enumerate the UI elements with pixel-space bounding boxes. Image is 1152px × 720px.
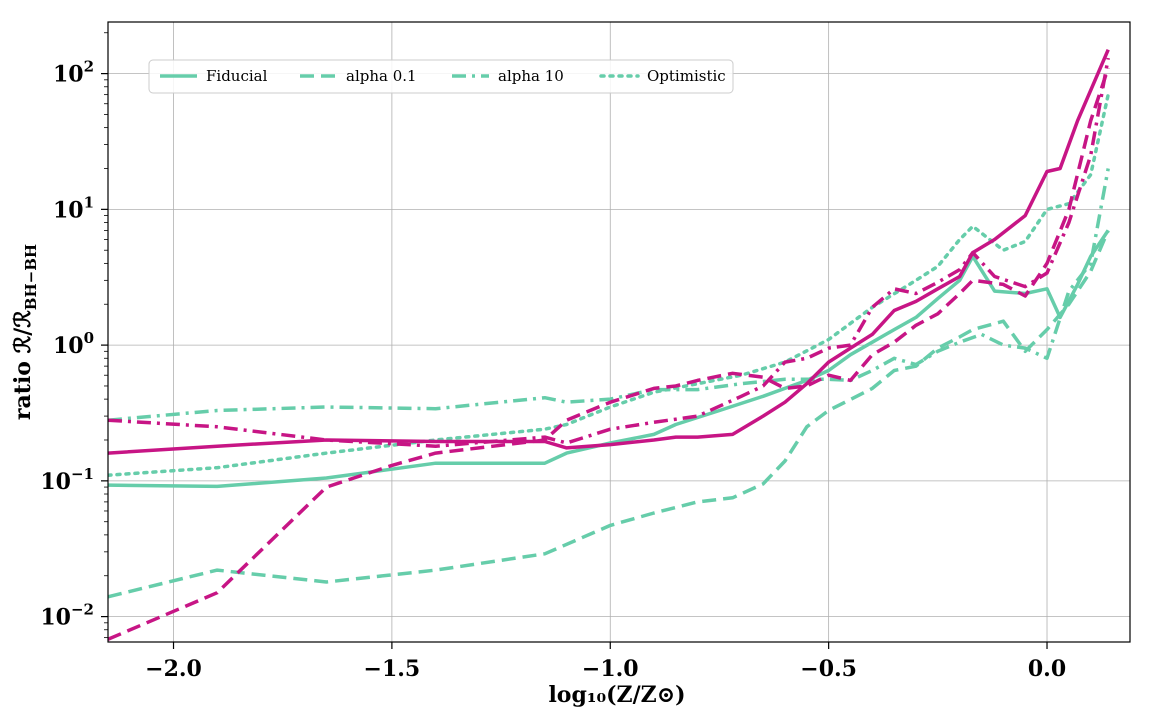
y-tick-label-exponent: −2	[71, 601, 94, 619]
series-line-teal-dotted	[108, 92, 1110, 477]
y-tick-label-base: 10	[53, 197, 84, 223]
y-tick-label: 10−2	[40, 601, 94, 631]
y-tick-label-exponent: 1	[84, 193, 94, 211]
legend-label: alpha 0.1	[346, 67, 417, 85]
legend: Fiducial alpha 0.1 alpha 10 Optimistic	[148, 59, 734, 94]
y-tick-label-base: 10	[53, 62, 84, 88]
y-tick-label: 102	[53, 58, 94, 88]
series-line-teal-solid	[108, 229, 1110, 489]
y-tick-label-exponent: 0	[84, 329, 94, 347]
series-line-teal-dashdot	[108, 168, 1110, 422]
series-line-magenta-solid	[108, 49, 1110, 455]
y-axis-title-subscript: BH−BH	[22, 244, 40, 310]
x-tick-label: 0.0	[1028, 656, 1066, 682]
plot-frame	[107, 21, 1131, 643]
y-minor-ticks	[104, 32, 108, 639]
y-tick-label: 100	[53, 329, 94, 359]
legend-label: alpha 10	[498, 67, 564, 85]
y-tick-label-base: 10	[40, 469, 71, 495]
y-tick-label-exponent: −1	[71, 465, 94, 483]
x-axis-title: log₁₀(Z/Z⊙)	[548, 682, 685, 708]
y-tick-label-base: 10	[40, 605, 71, 631]
y-tick-label: 10−1	[40, 465, 94, 495]
series-group	[108, 49, 1110, 641]
x-tick-label: −1.5	[364, 656, 421, 682]
y-axis-title: ratio ℛ/ℛBH−BH	[10, 244, 40, 420]
legend-label: Optimistic	[647, 67, 726, 85]
y-tick-label: 101	[53, 193, 94, 223]
series-layer	[108, 49, 1110, 641]
x-tick-label: −1.0	[582, 656, 639, 682]
y-axis-title-main: ratio ℛ/ℛ	[10, 310, 36, 420]
y-tick-label-base: 10	[53, 333, 84, 359]
x-tick-label: −2.0	[145, 656, 202, 682]
series-line-magenta-dashdot	[108, 57, 1110, 448]
y-tick-label-exponent: 2	[84, 58, 94, 76]
series-line-magenta-dashed	[108, 67, 1110, 641]
series-line-teal-dashed	[108, 229, 1110, 599]
x-axis-ticks: −2.0 −1.5 −1.0 −0.5 0.0	[145, 642, 1066, 682]
legend-label: Fiducial	[206, 67, 268, 85]
x-tick-label: −0.5	[800, 656, 857, 682]
legend-box	[148, 59, 734, 94]
